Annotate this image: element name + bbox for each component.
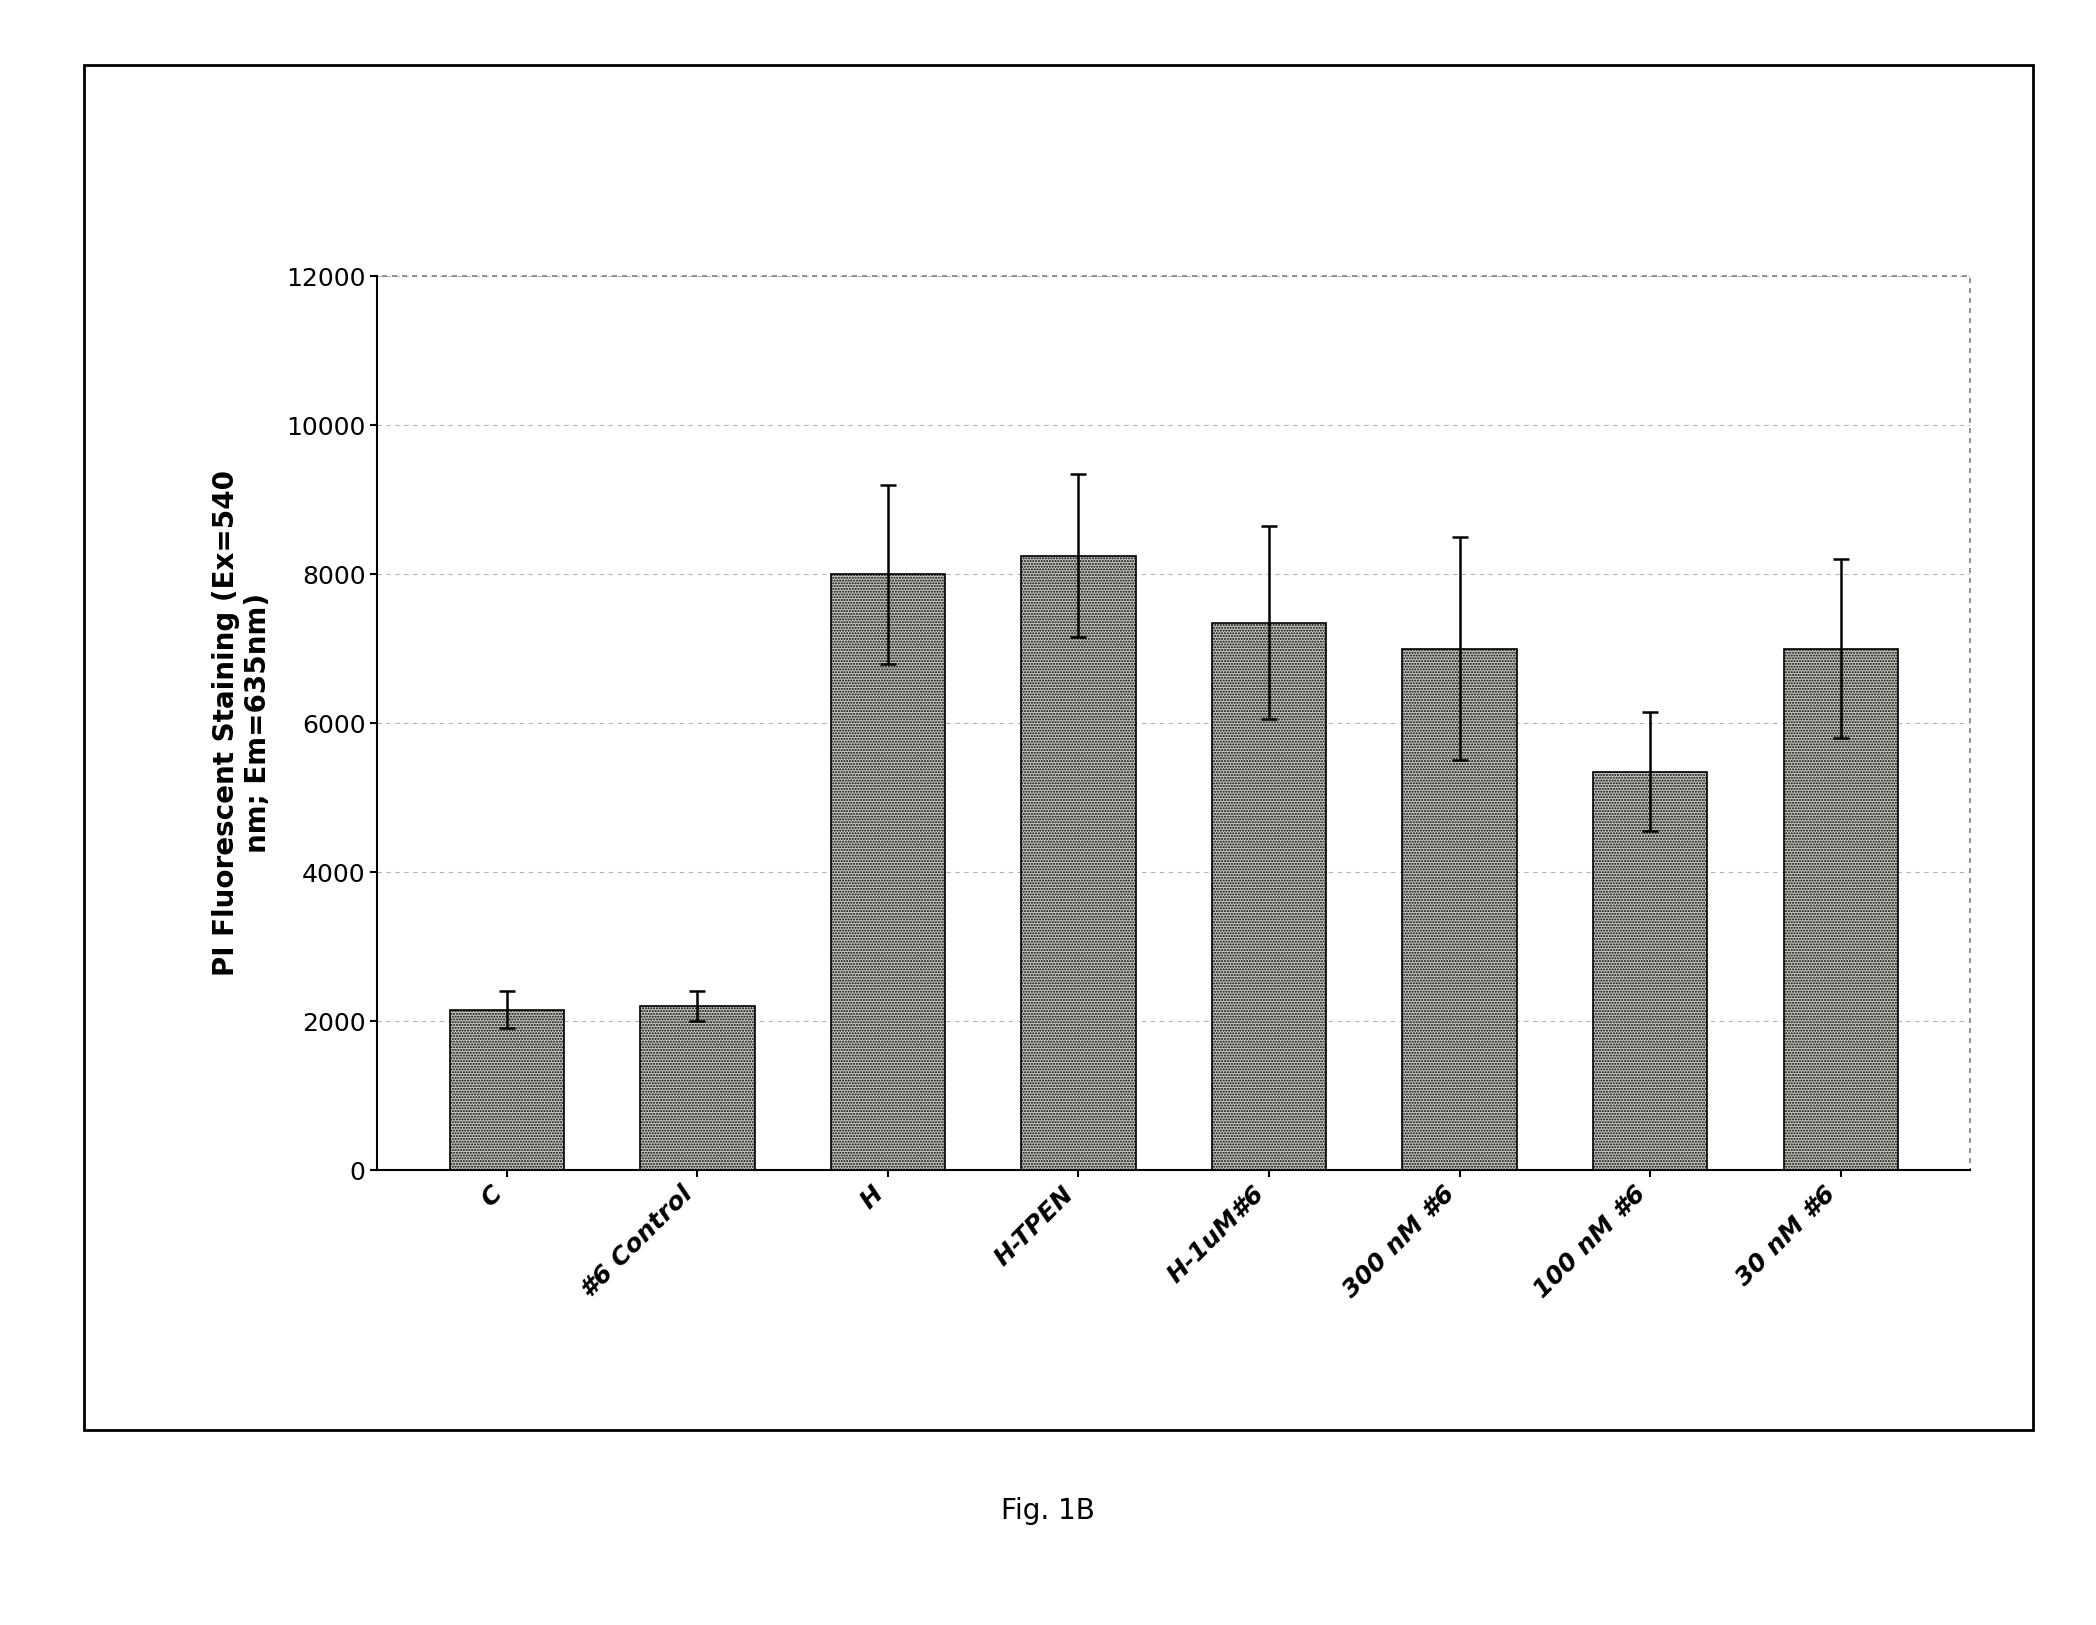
Bar — [1593, 772, 1708, 1170]
Text: Fig. 1B: Fig. 1B — [1002, 1497, 1094, 1526]
Bar — [1211, 622, 1327, 1170]
Bar — [639, 1006, 755, 1170]
Bar — [1021, 556, 1136, 1170]
Bar — [1784, 648, 1897, 1170]
Bar — [377, 276, 1970, 1170]
Bar — [1402, 648, 1518, 1170]
Bar — [451, 1009, 564, 1170]
Y-axis label: PI Fluorescent Staining (Ex=540
nm; Em=635nm): PI Fluorescent Staining (Ex=540 nm; Em=6… — [212, 470, 272, 977]
Bar — [830, 574, 945, 1170]
